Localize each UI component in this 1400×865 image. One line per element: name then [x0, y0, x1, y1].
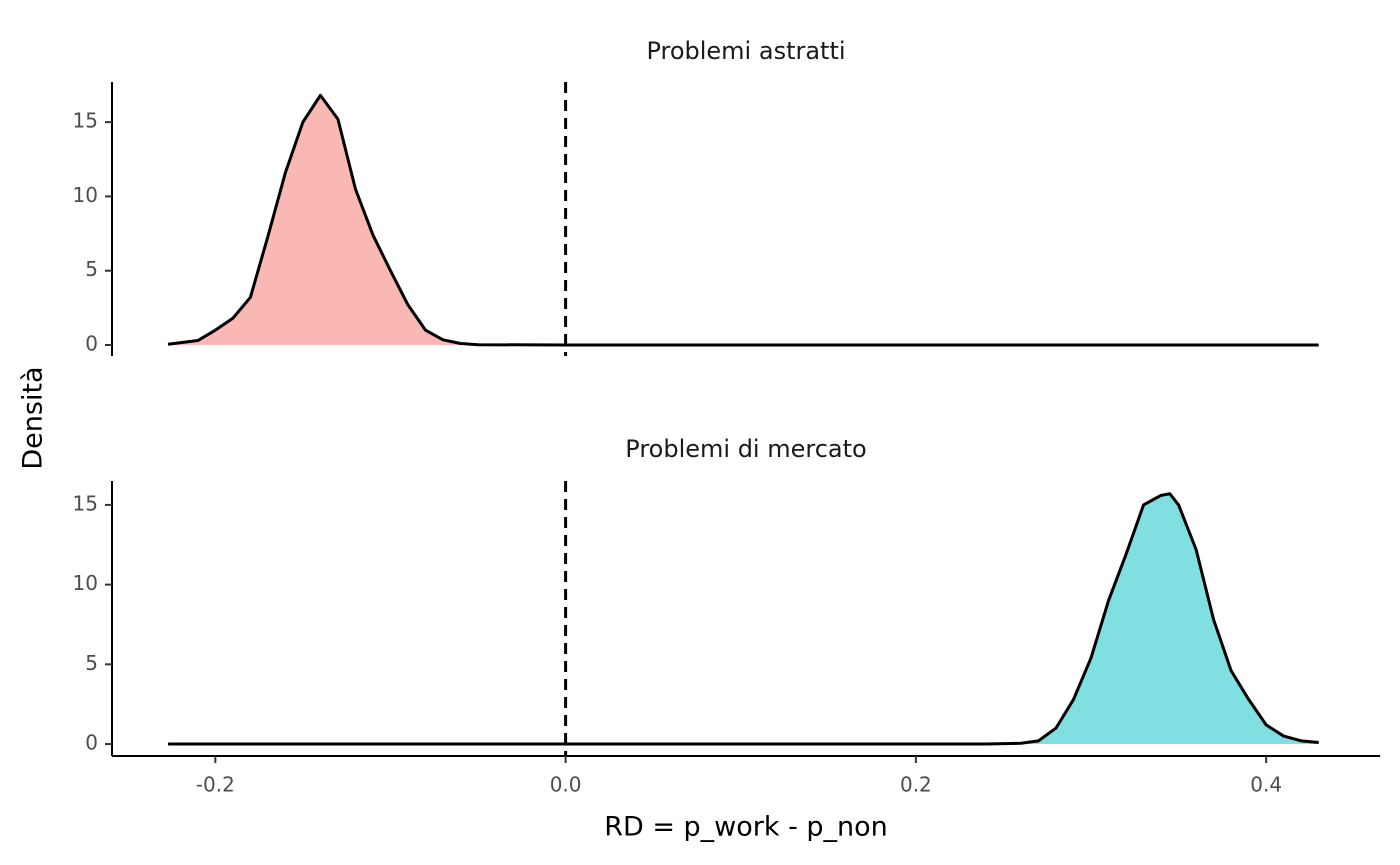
facet-title: Problemi astratti: [646, 37, 845, 65]
y-tick-label: 5: [85, 257, 98, 281]
x-tick-label: 0.0: [550, 773, 582, 797]
y-tick-label: 10: [73, 571, 98, 595]
density-line: [168, 492, 1319, 746]
x-tick-label: -0.2: [196, 773, 235, 797]
x-tick-label: 0.2: [900, 773, 932, 797]
y-axis-title: Densità: [18, 366, 49, 469]
y-tick-label: 15: [73, 491, 98, 515]
y-tick-label: 10: [73, 183, 98, 207]
x-axis-title: RD = p_work - p_non: [604, 812, 888, 843]
density-area: [168, 95, 1319, 346]
facet-title: Problemi di mercato: [625, 435, 866, 463]
density-line: [167, 93, 1319, 347]
density-area: [168, 493, 1319, 745]
y-tick-label: 15: [73, 109, 98, 133]
y-tick-label: 0: [85, 731, 98, 755]
x-tick-label: 0.4: [1250, 773, 1282, 797]
y-tick-label: 5: [85, 651, 98, 675]
y-tick-label: 0: [85, 332, 98, 356]
